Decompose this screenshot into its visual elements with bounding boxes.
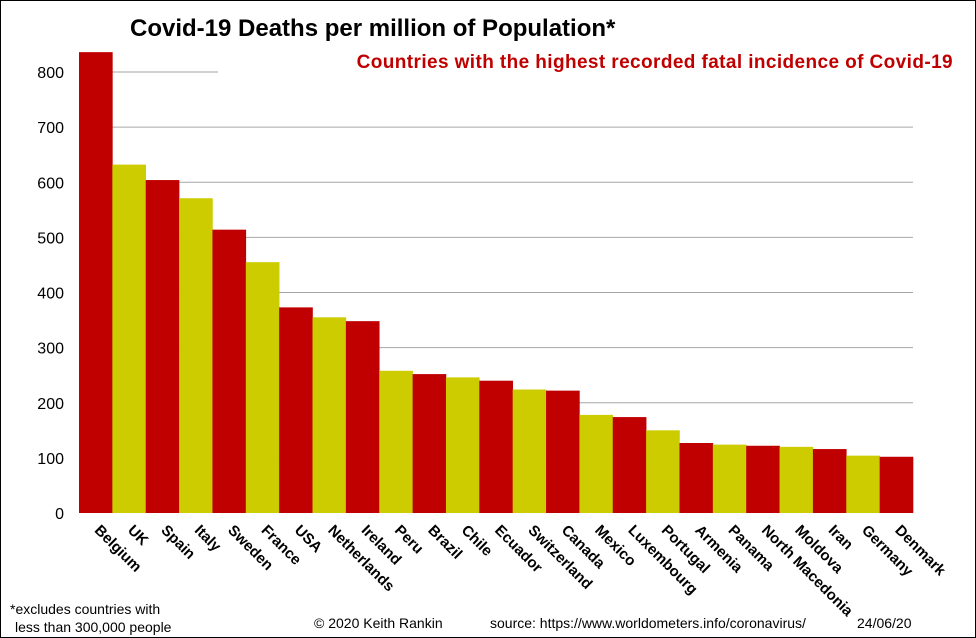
y-tick-label: 200 xyxy=(37,396,64,413)
bar-uk xyxy=(112,164,147,514)
y-tick-label: 700 xyxy=(37,120,64,137)
bar-moldova xyxy=(779,446,814,513)
x-tick-label: UK xyxy=(124,522,151,549)
bar-luxembourg xyxy=(612,417,647,513)
bar-netherlands xyxy=(312,317,347,513)
copyright-text: © 2020 Keith Rankin xyxy=(314,615,443,631)
source-text: source: https://www.worldometers.info/co… xyxy=(490,615,806,631)
chart-subtitle: Countries with the highest recorded fata… xyxy=(357,52,953,73)
bar-panama xyxy=(712,444,747,513)
bar-armenia xyxy=(679,442,714,513)
bar-belgium xyxy=(79,52,113,514)
bar-canada xyxy=(546,390,580,513)
y-tick-label: 800 xyxy=(37,65,64,82)
footnote-line-2: less than 300,000 people xyxy=(15,619,172,635)
bar-north-macedonia xyxy=(746,445,780,513)
y-tick-label: 300 xyxy=(37,341,64,358)
bars xyxy=(79,52,914,514)
bar-france xyxy=(245,262,280,513)
bar-portugal xyxy=(646,430,680,513)
bar-denmark xyxy=(879,456,914,513)
y-tick-label: 400 xyxy=(37,286,64,303)
bar-spain xyxy=(145,180,180,514)
bar-ireland xyxy=(345,321,380,513)
bar-peru xyxy=(379,370,413,513)
footnote-line-1: *excludes countries with xyxy=(10,601,160,617)
bar-chile xyxy=(445,377,480,513)
bar-ecuador xyxy=(479,380,513,513)
bar-iran xyxy=(812,449,847,513)
x-tick-label: Brazil xyxy=(424,522,465,563)
bar-mexico xyxy=(579,414,614,513)
bar-switzerland xyxy=(512,389,547,513)
bar-sweden xyxy=(212,229,247,513)
y-tick-label: 100 xyxy=(37,451,64,468)
bar-usa xyxy=(279,307,313,513)
chart-title: Covid-19 Deaths per million of Populatio… xyxy=(130,15,616,42)
y-tick-label: 500 xyxy=(37,230,64,247)
bar-germany xyxy=(846,455,880,513)
bar-brazil xyxy=(412,374,447,513)
x-tick-label: Chile xyxy=(458,522,496,560)
x-tick-label: Spain xyxy=(158,522,199,563)
bar-italy xyxy=(179,198,213,514)
y-tick-label: 0 xyxy=(55,506,64,523)
y-tick-label: 600 xyxy=(37,175,64,192)
date-text: 24/06/20 xyxy=(857,615,912,631)
y-axis-ticks: 0 100 200 300 400 500 600 700 800 xyxy=(37,65,64,523)
